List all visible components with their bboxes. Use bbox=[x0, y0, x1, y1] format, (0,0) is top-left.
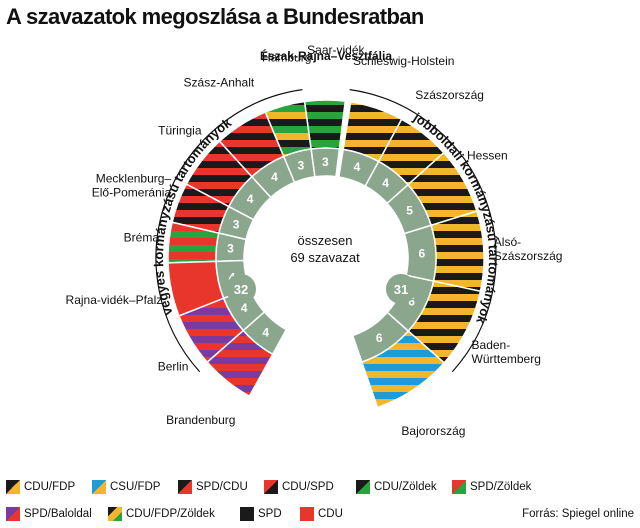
state-vote-count: 4 bbox=[382, 176, 389, 190]
state-name: Szászország bbox=[494, 249, 563, 263]
state-name: Türingia bbox=[158, 124, 202, 138]
state-vote-count: 4 bbox=[271, 170, 278, 184]
legend-swatch bbox=[356, 480, 370, 494]
center-label-line2: 69 szavazat bbox=[290, 250, 360, 265]
legend-label: CDU/Zöldek bbox=[374, 481, 437, 493]
state-name: Schleswig-Holstein bbox=[353, 54, 454, 68]
legend-item-spd: SPD bbox=[240, 507, 282, 521]
state-vote-count: 3 bbox=[322, 155, 329, 169]
state-vote-cell bbox=[351, 311, 410, 363]
state-szaszorszag: 4 Szászország bbox=[364, 88, 484, 205]
page-title: A szavazatok megoszlása a Bundesratban bbox=[6, 4, 424, 29]
state-name: Alsó- bbox=[494, 235, 521, 249]
state-name: Hessen bbox=[467, 149, 508, 163]
left-total-value: 32 bbox=[234, 282, 248, 297]
source-credit: Forrás: Spiegel online bbox=[522, 508, 634, 520]
state-bajororszag: 6 Bajorország bbox=[351, 311, 465, 438]
legend-item-spd-zoldek: SPD/Zöldek bbox=[452, 480, 531, 494]
state-vote-count: 4 bbox=[262, 326, 269, 340]
legend-label: SPD/Zöldek bbox=[470, 481, 532, 493]
right-total-badge: 31 bbox=[386, 274, 416, 304]
legend-label: SPD/Baloldal bbox=[24, 508, 92, 520]
state-schleswig-holstein: 4 Schleswig-Holstein bbox=[337, 54, 454, 188]
left-group-arc bbox=[155, 89, 303, 373]
state-vote-count: 3 bbox=[227, 242, 234, 256]
legend-swatch bbox=[452, 480, 466, 494]
right-states-group: 4 Schleswig-Holstein 4 Szászország 5 Hessen 6 A… bbox=[337, 54, 563, 438]
legend-label: CDU/SPD bbox=[282, 481, 334, 493]
state-name: Berlin bbox=[158, 359, 189, 373]
legend-label: SPD/CDU bbox=[196, 481, 248, 493]
legend-swatch bbox=[264, 480, 278, 494]
legend-label: SPD bbox=[258, 508, 282, 520]
state-name: Hamburg bbox=[262, 50, 311, 64]
state-name: Saar-vidék bbox=[307, 43, 365, 57]
state-vote-count: 4 bbox=[241, 301, 248, 315]
state-name: Baden- bbox=[472, 338, 511, 352]
legend-item-cdu-fdp-zoldek: CDU/FDP/Zöldek bbox=[108, 507, 215, 521]
legend-item-cdu-spd: CDU/SPD bbox=[264, 480, 334, 494]
legend-swatch bbox=[6, 507, 20, 521]
state-mecklenburg-elo-pomerania: 3 Mecklenburg–Elő-Pomeránia bbox=[92, 171, 255, 241]
legend-label: CDU/FDP bbox=[24, 481, 76, 493]
top-state-name: Észak-Rajna–Vesztfália bbox=[260, 48, 392, 63]
legend-item-csu-fdp: CSU/FDP bbox=[92, 480, 160, 494]
legend-item-cdu-fdp: CDU/FDP bbox=[6, 480, 75, 494]
state-vote-count: 5 bbox=[406, 204, 413, 218]
legend-item-cdu-zoldek: CDU/Zöldek bbox=[356, 480, 437, 494]
legend-swatch bbox=[6, 480, 20, 494]
state-brandenburg: 4 Brandenburg bbox=[166, 311, 288, 427]
state-vote-count: 4 bbox=[354, 160, 361, 174]
state-vote-count: 3 bbox=[233, 217, 240, 231]
legend-label: CSU/FDP bbox=[110, 481, 161, 493]
state-name: Brandenburg bbox=[166, 413, 235, 427]
legend-swatch bbox=[300, 507, 314, 521]
state-name: Szászország bbox=[415, 88, 484, 102]
legend-label: CDU bbox=[318, 508, 343, 520]
center-label-line1: összesen bbox=[298, 233, 353, 248]
legend-swatch bbox=[92, 480, 106, 494]
state-name: Württemberg bbox=[472, 352, 541, 366]
legend-item-cdu: CDU bbox=[300, 507, 343, 521]
state-name: Rajna-vidék–Pfalz bbox=[66, 293, 163, 307]
state-vote-count: 6 bbox=[376, 331, 383, 345]
state-name: Szász-Anhalt bbox=[184, 76, 255, 90]
right-group-arc bbox=[349, 89, 497, 373]
legend-item-spd-baloldal: SPD/Baloldal bbox=[6, 507, 92, 521]
state-vote-count: 3 bbox=[297, 158, 304, 172]
state-name: Bréma bbox=[124, 230, 160, 244]
state-rajna-videk-pfalz: 4 Rajna-vidék–Pfalz bbox=[66, 259, 251, 317]
state-name: Bajorország bbox=[401, 424, 465, 438]
state-vote-count: 6 bbox=[408, 294, 415, 308]
left-total-badge: 32 bbox=[226, 274, 256, 304]
state-vote-count: 4 bbox=[247, 192, 254, 206]
right-total-value: 31 bbox=[394, 282, 408, 297]
legend-label: CDU/FDP/Zöldek bbox=[126, 508, 215, 520]
legend-swatch bbox=[178, 480, 192, 494]
legend-swatch bbox=[240, 507, 254, 521]
state-name: Mecklenburg– bbox=[96, 171, 172, 185]
state-vote-count: 6 bbox=[419, 247, 426, 261]
left-states-group: 3 Saar-vidék 3 Hamburg 4 Szász-Anhalt 4 Türingi… bbox=[66, 43, 366, 427]
state-name: Elő-Pomeránia bbox=[92, 185, 172, 199]
legend-item-spd-cdu: SPD/CDU bbox=[178, 480, 248, 494]
state-vote-cell bbox=[242, 311, 288, 356]
state-coalition-band bbox=[430, 210, 485, 293]
legend-swatch bbox=[108, 507, 122, 521]
